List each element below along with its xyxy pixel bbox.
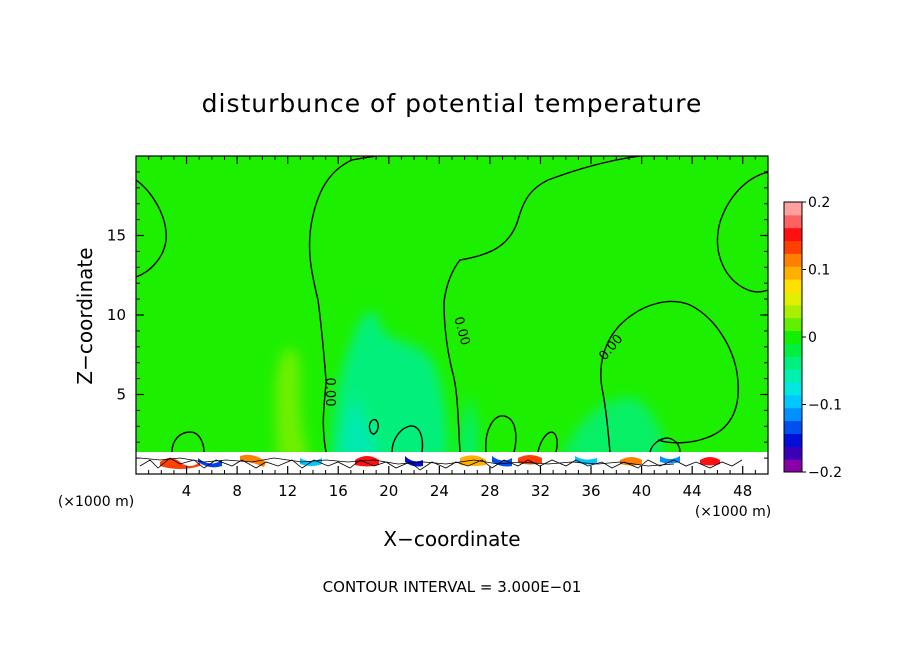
negative-anomaly-far-right xyxy=(560,398,664,460)
colorbar-tick-label-2: 0 xyxy=(808,330,817,346)
colorbar-tick-label-4: −0.2 xyxy=(808,465,842,481)
boundary-contours-2 xyxy=(139,457,675,467)
contour-bump-5 xyxy=(649,437,681,453)
field-background xyxy=(136,156,768,474)
colorbar-segment-8 xyxy=(784,356,802,370)
colorbar-segment-6 xyxy=(784,382,802,396)
boundary-warm-2 xyxy=(240,454,266,467)
colorbar-segment-11 xyxy=(784,317,802,332)
boundary-warm-4 xyxy=(460,455,486,466)
colorbar-segment-16 xyxy=(784,253,802,267)
colorbar-segment-12 xyxy=(784,304,802,319)
colorbar-tick-label-1: 0.1 xyxy=(808,263,830,279)
y-tick-label-0: 5 xyxy=(116,386,126,404)
x-axis: 4 8 12 16 20 24 28 32 36 40 44 48 xyxy=(148,156,756,500)
positive-anomaly xyxy=(275,348,310,460)
contour-bump-1 xyxy=(171,431,205,453)
x-tick-label-7: 32 xyxy=(531,482,550,500)
chart-title: disturbunce of potential temperature xyxy=(202,89,703,118)
x-tick-label-5: 24 xyxy=(430,482,449,500)
boundary-warm-3 xyxy=(355,456,379,467)
boundary-contours xyxy=(139,457,743,471)
colorbar-segment-14 xyxy=(784,279,802,293)
boundary-warm-7 xyxy=(700,457,720,466)
contour-loop xyxy=(368,418,379,435)
x-tick-label-8: 36 xyxy=(581,482,600,500)
colorbar-segment-20 xyxy=(784,202,802,216)
colorbar-segment-5 xyxy=(784,394,802,409)
colorbar-segment-13 xyxy=(784,292,802,306)
x-unit-right: (×1000 m) xyxy=(695,504,771,520)
colorbar-segment-3 xyxy=(784,420,802,434)
contour-label-1: 0.00 xyxy=(322,378,337,407)
y-tick-label-2: 15 xyxy=(107,227,126,245)
contour-plume-right xyxy=(443,156,641,453)
contour-lines xyxy=(136,156,768,453)
x-tick-label-0: 4 xyxy=(182,482,192,500)
contour-bump-4 xyxy=(537,431,558,453)
x-unit-left: (×1000 m) xyxy=(58,494,134,510)
colorbar-tick-label-0: 0.2 xyxy=(808,195,830,211)
colorbar-segment-18 xyxy=(784,227,802,242)
colorbar-segment-15 xyxy=(784,266,802,280)
colorbar-segment-4 xyxy=(784,407,802,422)
contour-bump-3 xyxy=(485,415,517,453)
x-tick-label-3: 16 xyxy=(329,482,348,500)
colorbar-segment-10 xyxy=(784,330,802,344)
x-axis-label: X−coordinate xyxy=(383,527,520,551)
contour-right-top xyxy=(716,171,768,293)
y-tick-label-1: 10 xyxy=(107,306,126,324)
colorbar-segment-1 xyxy=(784,446,802,460)
anomaly-layer xyxy=(275,311,664,460)
boundary-warm-6 xyxy=(620,457,642,466)
x-tick-label-9: 40 xyxy=(632,482,651,500)
colorbar-segment-0 xyxy=(784,459,802,473)
x-tick-label-2: 12 xyxy=(278,482,297,500)
contour-interval-footer: CONTOUR INTERVAL = 3.000E−01 xyxy=(323,578,582,596)
plot-area xyxy=(136,156,768,474)
x-tick-label-4: 20 xyxy=(379,482,398,500)
colorbar: 0.2 0.1 0 −0.1 −0.2 xyxy=(783,195,842,481)
x-tick-label-11: 48 xyxy=(733,482,752,500)
x-tick-label-10: 44 xyxy=(683,482,702,500)
contour-plume-left xyxy=(308,156,377,453)
colorbar-tick-label-3: −0.1 xyxy=(808,398,842,414)
contour-bump-2 xyxy=(391,425,424,453)
y-axis: 5 10 15 xyxy=(107,171,768,459)
y-axis-label: Z−coordinate xyxy=(73,247,97,384)
contour-left-top xyxy=(136,179,167,278)
boundary-warm xyxy=(160,458,200,469)
colorbar-segment-19 xyxy=(784,214,802,229)
boundary-cold-1 xyxy=(198,458,222,468)
colorbar-segment-7 xyxy=(784,369,802,383)
boundary-layer xyxy=(136,452,768,474)
x-tick-label-6: 28 xyxy=(480,482,499,500)
negative-anomaly-right xyxy=(458,395,479,460)
contour-right-dome xyxy=(600,300,739,453)
colorbar-segment-2 xyxy=(784,433,802,447)
colorbar-segment-9 xyxy=(784,343,802,357)
colorbar-segment-17 xyxy=(784,240,802,254)
boundary-cold-6 xyxy=(660,456,680,464)
x-tick-label-1: 8 xyxy=(232,482,242,500)
contour-label-2: 0.00 xyxy=(450,315,472,347)
boundary-cold-3 xyxy=(405,456,423,467)
negative-anomaly-core xyxy=(340,395,380,460)
